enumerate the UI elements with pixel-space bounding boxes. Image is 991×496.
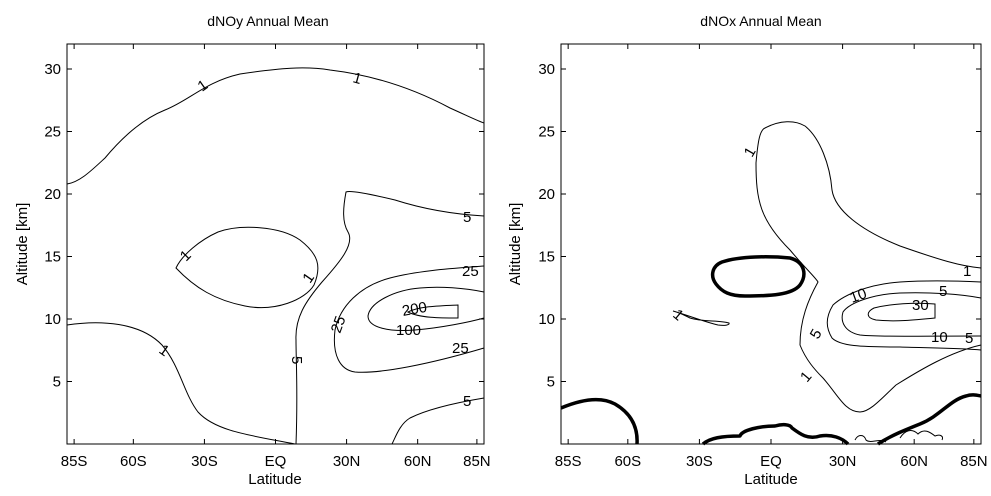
contour-label: 1: [963, 263, 971, 280]
contour-label: 1: [351, 69, 363, 88]
contour-lines: [560, 121, 982, 446]
x-tick-label: EQ: [265, 453, 287, 470]
contour-label: 5: [965, 330, 973, 347]
contour-line-noise-2: [899, 430, 943, 441]
contour-label: 200: [401, 299, 429, 320]
x-tick-label: 30S: [191, 453, 218, 470]
y-tick-label: 10: [538, 311, 555, 328]
x-tick-label: 85N: [960, 453, 988, 470]
contour-label: 5: [463, 393, 471, 410]
contour-line-1-upper: [755, 121, 982, 269]
contour-label: 5: [939, 283, 947, 300]
y-tick-label: 30: [44, 61, 61, 78]
contour-label: 5: [288, 356, 305, 364]
contour-line-negative: [710, 255, 806, 298]
contour-line-negative-bottom-right: [877, 393, 982, 446]
contour-label: 25: [462, 263, 479, 280]
contour-label: 1: [156, 341, 173, 360]
contour-label: 1: [299, 270, 318, 287]
contour-line-1-small: [672, 310, 730, 326]
contour-line-30: [867, 302, 936, 322]
x-tick-label: 60N: [404, 453, 432, 470]
contour-label: 30: [912, 297, 929, 314]
y-tick-label: 5: [53, 374, 61, 391]
panel-dnox: dNOx Annual Mean 1 1 1 1 5 5 5 10 10: [560, 13, 982, 446]
x-tick-label: 85N: [463, 453, 491, 470]
panel-dnoy: dNOy Annual Mean 1 1 1 1 1 5 5 5 25 25 2…: [66, 13, 485, 445]
y-axis-label: Altitude [km]: [507, 203, 524, 286]
y-tick-label: 20: [44, 186, 61, 203]
y-tick-label: 30: [538, 61, 555, 78]
contour-line-1-closed: [175, 226, 319, 308]
y-tick-label: 10: [44, 311, 61, 328]
contour-line-200: [406, 304, 459, 319]
contour-line-5: [826, 280, 982, 351]
chart-title: dNOx Annual Mean: [700, 13, 821, 29]
contour-label: 5: [463, 209, 471, 226]
contour-line-noise-1: [854, 435, 887, 443]
axes-dnoy: 85S 60S 30S EQ 30N 60N 85N51015202530LatitudeA…: [14, 44, 491, 488]
x-tick-label: 60N: [900, 453, 928, 470]
contour-line-negative-bottom-left: [560, 397, 639, 445]
x-tick-label: 85S: [61, 453, 88, 470]
contour-line-negative-bottom-center: [701, 422, 850, 446]
contour-line-1-upper: [66, 67, 485, 185]
contour-line-5-upper: [295, 191, 485, 445]
x-axis-label: Latitude: [248, 471, 301, 488]
y-tick-label: 15: [538, 249, 555, 266]
x-tick-label: 30N: [829, 453, 857, 470]
x-tick-label: 30N: [333, 453, 361, 470]
contour-line-5-lower: [391, 397, 485, 445]
contour-label: 5: [807, 326, 826, 342]
contour-line-100: [367, 286, 485, 331]
chart-title: dNOy Annual Mean: [207, 13, 328, 29]
x-axis-label: Latitude: [744, 471, 797, 488]
contour-label: 1: [741, 144, 760, 160]
y-tick-label: 25: [538, 124, 555, 141]
contour-lines: [66, 67, 485, 445]
y-tick-label: 25: [44, 124, 61, 141]
x-tick-label: EQ: [760, 453, 782, 470]
axes-dnox: 85S 60S 30S EQ 30N 60N 85N51015202530LatitudeA…: [507, 44, 988, 488]
plot-frame: [560, 43, 982, 445]
x-tick-label: 60S: [614, 453, 641, 470]
contour-label: 25: [452, 340, 469, 357]
contour-label: 100: [396, 322, 421, 339]
contour-line-10: [841, 292, 982, 337]
x-tick-label: 60S: [120, 453, 147, 470]
y-axis-label: Altitude [km]: [14, 203, 31, 286]
x-tick-label: 30S: [686, 453, 713, 470]
contour-line-25-upper: [333, 265, 485, 373]
contour-label: 10: [931, 329, 948, 346]
y-tick-label: 15: [44, 249, 61, 266]
plot-frame: [66, 43, 485, 445]
contour-line-1-lower: [66, 322, 296, 445]
y-tick-label: 20: [538, 186, 555, 203]
contour-line-1-lower: [755, 162, 982, 413]
y-tick-label: 5: [547, 374, 555, 391]
contour-label: 1: [797, 368, 815, 385]
contour-label: 10: [848, 285, 869, 307]
x-tick-label: 85S: [555, 453, 582, 470]
contour-label: 25: [328, 314, 350, 335]
